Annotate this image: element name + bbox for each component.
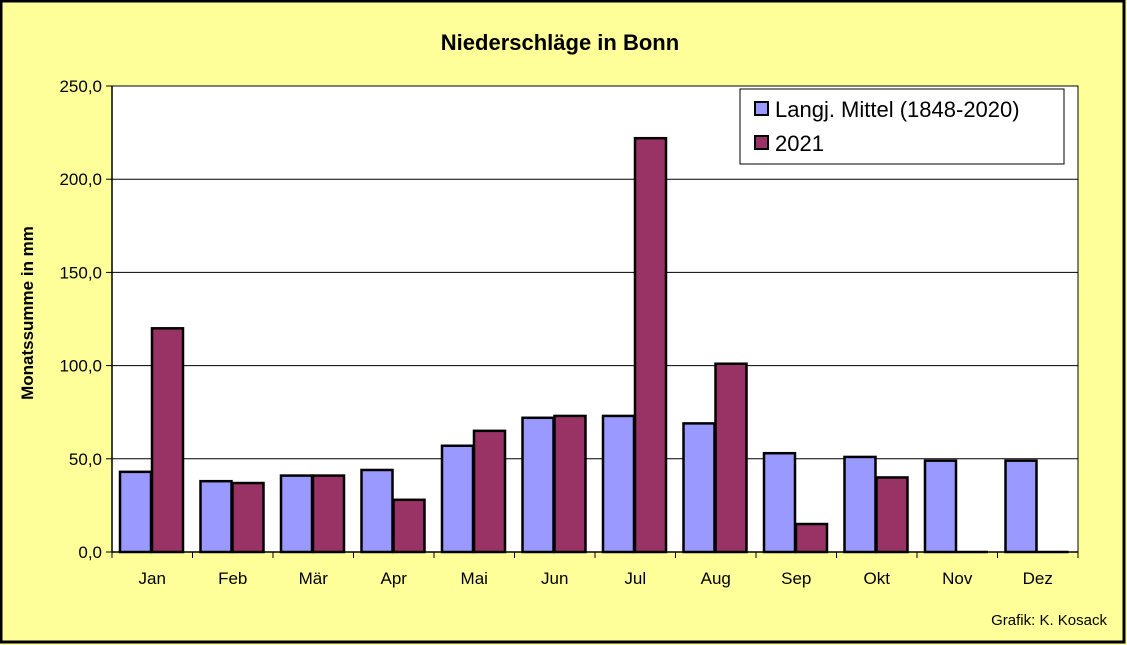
- y-tick-labels: 0,0 50,0 100,0 150,0 200,0 250,0: [59, 77, 102, 562]
- x-tick-label: Jul: [624, 569, 646, 588]
- x-tick-label: Mai: [461, 569, 488, 588]
- bar-series-1: [1004, 459, 1038, 554]
- credit-text: Grafik: K. Kosack: [991, 612, 1107, 629]
- y-axis-label: Monatssumme in mm: [18, 226, 37, 400]
- bar-series-1: [279, 474, 314, 554]
- bar-series-2: [392, 498, 426, 554]
- x-tick-labels: Jan Feb Mär Apr Mai Jun Jul Aug Sep Okt Nov Dez: [111, 552, 1079, 588]
- bar-series-1: [199, 479, 233, 554]
- y-tick-label: 100,0: [59, 357, 102, 376]
- bar-series-1: [682, 422, 716, 554]
- legend: Langj. Mittel (1848-2020) 2021: [739, 88, 1065, 165]
- bar-series-1: [118, 470, 153, 554]
- x-tick-label: Nov: [942, 569, 973, 588]
- y-tick-label: 250,0: [59, 77, 102, 96]
- bar-series-2: [875, 476, 909, 554]
- x-tick-label: Dez: [1023, 569, 1053, 588]
- x-tick-label: Okt: [864, 569, 891, 588]
- legend-label: 2021: [775, 131, 824, 156]
- x-tick-label: Jan: [139, 569, 166, 588]
- bar-series-1: [521, 416, 555, 554]
- legend-box: [739, 88, 1065, 165]
- bar-series-2: [553, 414, 587, 554]
- legend-swatch: [754, 101, 769, 116]
- legend-label: Langj. Mittel (1848-2020): [775, 97, 1020, 122]
- bar-series-2: [714, 362, 748, 554]
- bar-series-1: [440, 444, 475, 554]
- x-tick-label: Sep: [781, 569, 811, 588]
- x-tick-label: Feb: [218, 569, 247, 588]
- bar-series-2: [150, 327, 185, 554]
- y-tick-label: 50,0: [69, 450, 102, 469]
- bar-series-2: [633, 136, 668, 554]
- y-tick-label: 150,0: [59, 263, 102, 282]
- bar-series-1: [601, 414, 636, 554]
- bar-series-1: [843, 455, 877, 554]
- chart-title: Niederschläge in Bonn: [441, 30, 679, 55]
- bar-series-1: [923, 459, 958, 554]
- bar-series-2: [794, 522, 829, 554]
- x-tick-label: Jun: [541, 569, 568, 588]
- bar-series-2: [311, 474, 346, 554]
- x-tick-label: Mär: [299, 569, 329, 588]
- legend-swatch: [754, 135, 769, 150]
- bar-series-2: [231, 481, 265, 554]
- bar-series-1: [360, 468, 394, 554]
- x-tick-label: Apr: [381, 569, 408, 588]
- x-tick-label: Aug: [701, 569, 731, 588]
- bar-series-2: [472, 429, 507, 554]
- y-tick-label: 0,0: [78, 543, 102, 562]
- bar-series-1: [762, 451, 797, 554]
- y-tick-label: 200,0: [59, 170, 102, 189]
